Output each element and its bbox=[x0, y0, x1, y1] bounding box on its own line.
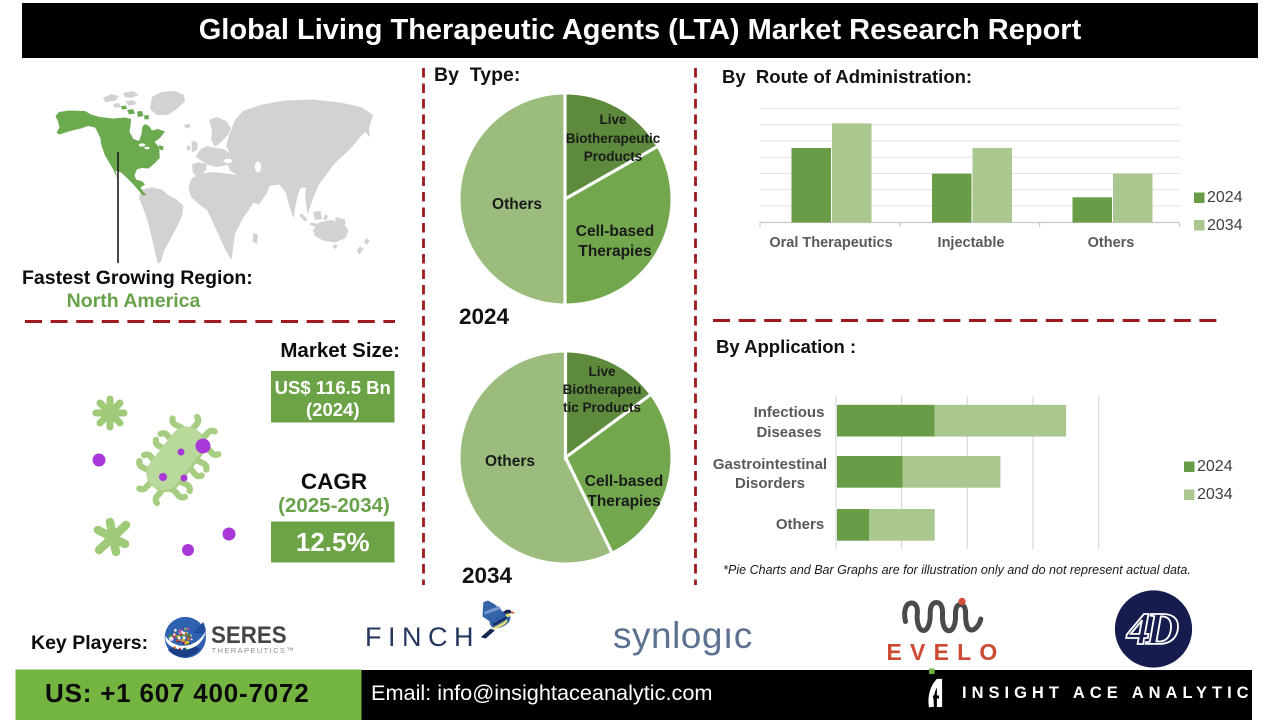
svg-text:4D: 4D bbox=[1126, 603, 1179, 654]
